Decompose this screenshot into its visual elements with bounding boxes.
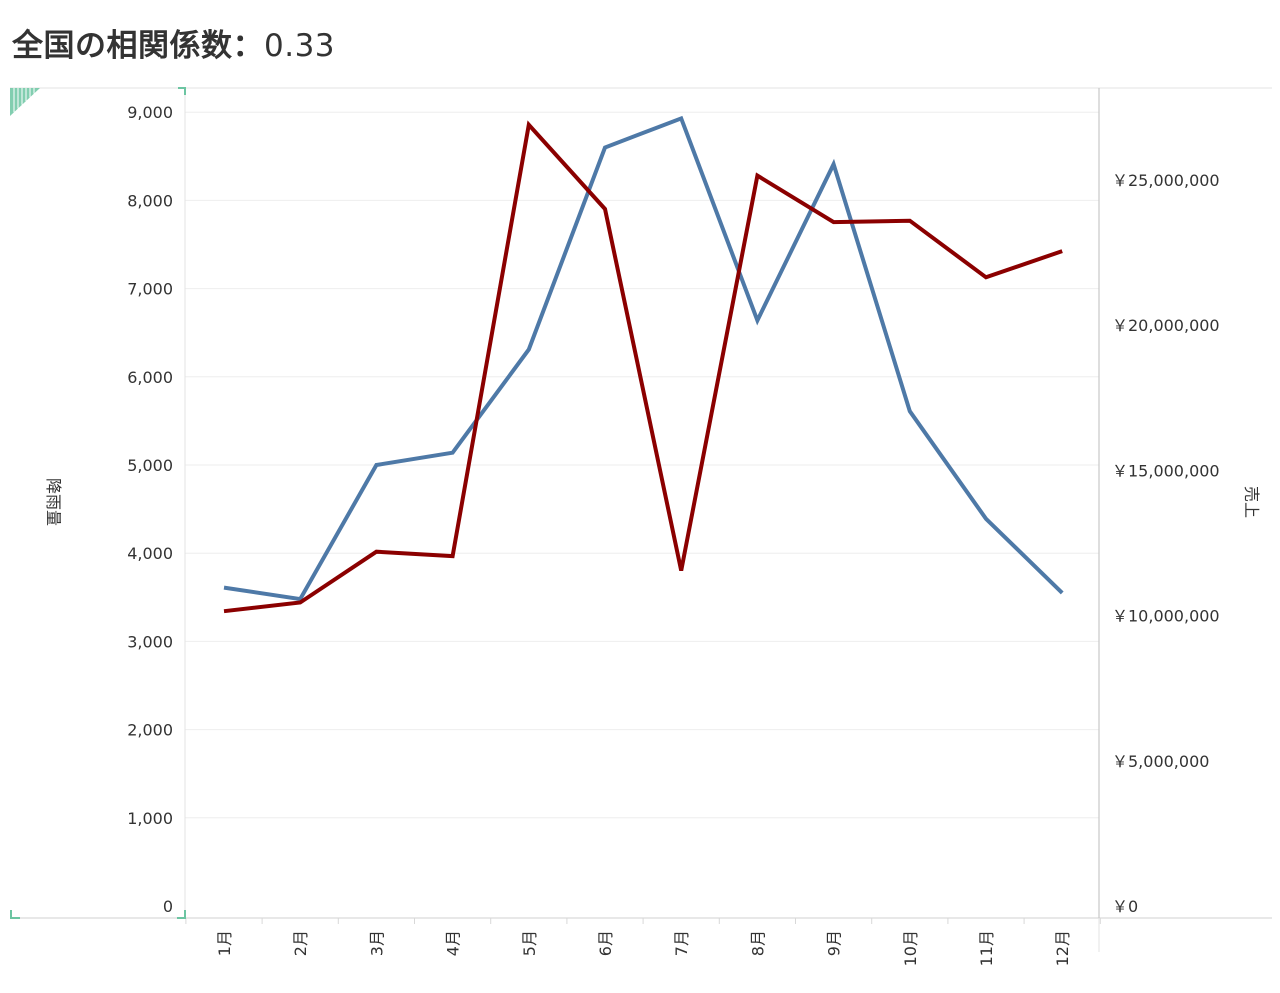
x-tick-label: 10月: [901, 930, 920, 966]
rainfall-point-5[interactable]: [523, 343, 535, 355]
rainfall-line[interactable]: [223, 115, 1064, 602]
x-tick-label: 5月: [520, 930, 539, 956]
sales-point-1[interactable]: [218, 605, 230, 617]
left-axis-ticks: 0 1,000 2,000 3,000 4,000 5,000 6,000 7,000 8,00…: [127, 103, 173, 916]
left-axis-title: 降雨量: [44, 478, 63, 526]
right-axis-title: 売上: [1242, 486, 1261, 518]
sales-point-10[interactable]: [904, 215, 916, 227]
right-tick-label: ￥15,000,000: [1112, 461, 1220, 480]
left-tick-label: 7,000: [127, 280, 173, 299]
right-tick-label: ￥20,000,000: [1112, 316, 1220, 335]
title-label: 全国の相関係数：: [12, 28, 264, 64]
sales-point-6[interactable]: [599, 203, 611, 215]
left-tick-label: 0: [163, 897, 173, 916]
x-tick-label: 2月: [291, 930, 310, 956]
x-tick-label: 11月: [977, 930, 996, 966]
gridlines: [185, 111, 1099, 819]
x-tick-label: 7月: [672, 930, 691, 956]
rainfall-point-8[interactable]: [751, 314, 763, 326]
sales-line[interactable]: [223, 120, 1063, 614]
correlation-value: 0.33: [264, 28, 336, 64]
x-tick-label: 9月: [825, 930, 844, 956]
left-tick-label: 4,000: [127, 544, 173, 563]
left-tick-label: 3,000: [127, 632, 173, 651]
left-tick-label: 1,000: [127, 809, 173, 828]
sales-point-2[interactable]: [294, 597, 306, 609]
right-tick-label: ￥0: [1112, 897, 1138, 916]
right-tick-label: ￥5,000,000: [1112, 752, 1209, 771]
sales-point-9[interactable]: [828, 216, 840, 228]
sales-point-5[interactable]: [523, 119, 535, 131]
x-tick-label: 1月: [215, 930, 234, 956]
x-axis-ticks: 1月 2月 3月 4月 5月 6月 7月 8月 9月 10月 11月 12月: [215, 930, 1072, 966]
rainfall-point-9[interactable]: [828, 158, 840, 170]
left-tick-label: 6,000: [127, 368, 173, 387]
rainfall-point-3[interactable]: [370, 459, 382, 471]
sales-point-7[interactable]: [675, 565, 687, 577]
sales-point-12[interactable]: [1056, 245, 1068, 257]
rainfall-point-10[interactable]: [904, 405, 916, 417]
selection-markers: [10, 87, 186, 919]
selection-corner-bottom-left: [10, 910, 20, 919]
x-tick-label: 4月: [444, 930, 463, 956]
x-tick-label: 12月: [1053, 930, 1072, 966]
right-tick-label: ￥25,000,000: [1112, 171, 1220, 190]
sales-point-3[interactable]: [370, 546, 382, 558]
rainfall-point-4[interactable]: [447, 447, 459, 459]
left-tick-label: 5,000: [127, 456, 173, 475]
right-tick-label: ￥10,000,000: [1112, 607, 1220, 626]
rainfall-point-12[interactable]: [1056, 587, 1068, 599]
x-tick-label: 8月: [748, 930, 767, 956]
x-tick-label: 6月: [596, 930, 615, 956]
series-lines[interactable]: [218, 112, 1068, 617]
left-tick-label: 8,000: [127, 191, 173, 210]
chart-frame: [10, 87, 1272, 952]
rainfall-point-6[interactable]: [599, 141, 611, 153]
selection-corner-bottom-right: [177, 910, 186, 919]
right-axis-ticks: ￥0 ￥5,000,000 ￥10,000,000 ￥15,000,000 ￥20,00…: [1112, 171, 1220, 916]
sales-point-8[interactable]: [751, 170, 763, 182]
rainfall-point-11[interactable]: [980, 513, 992, 525]
rainfall-point-1[interactable]: [218, 582, 230, 594]
sales-point-11[interactable]: [980, 271, 992, 283]
rainfall-point-7[interactable]: [675, 112, 687, 124]
left-tick-label: 9,000: [127, 103, 173, 122]
chart-title: 全国の相関係数：0.33: [12, 20, 335, 65]
x-tick-label: 3月: [367, 930, 386, 956]
left-tick-label: 2,000: [127, 721, 173, 740]
selection-corner-top-right: [178, 87, 186, 95]
sales-point-4[interactable]: [447, 550, 459, 562]
